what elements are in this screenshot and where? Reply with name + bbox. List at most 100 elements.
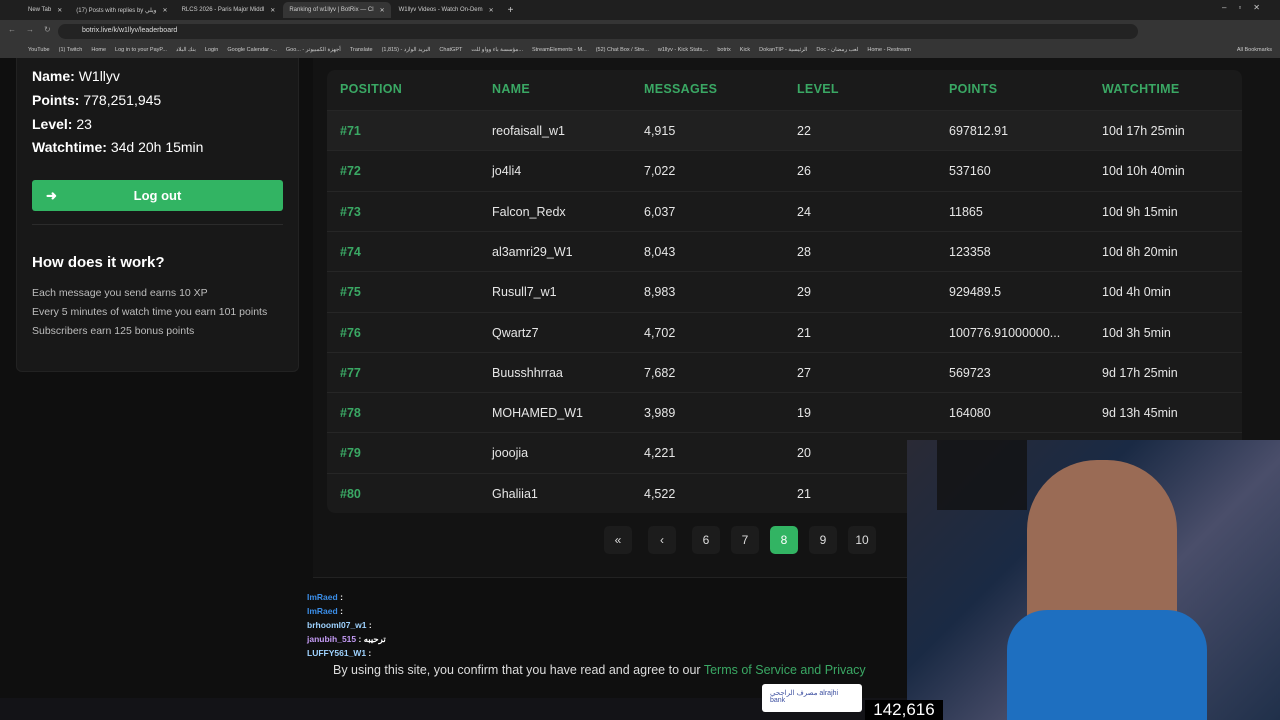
page-button-10[interactable]: 10: [848, 526, 876, 554]
bookmark[interactable]: w1llyv - Kick Stats,...: [657, 47, 709, 53]
bookmark[interactable]: Goo... - أجهزة الكمبيوتر: [285, 47, 341, 53]
bookmark[interactable]: Home - Restream: [867, 47, 911, 53]
tab-kick-videos[interactable]: W1llyv Videos - Watch On-Dem ✕: [393, 2, 500, 18]
cell-watchtime: 10d 4h 0min: [1102, 285, 1171, 300]
close-icon[interactable]: ✕: [270, 7, 276, 14]
logout-icon: ➜: [46, 187, 57, 203]
table-row[interactable]: #79 jooojia 4,221 20: [327, 432, 1242, 472]
bookmark[interactable]: بنك البلاد: [175, 47, 196, 53]
cell-messages: 8,043: [644, 244, 676, 259]
table-row[interactable]: #72 jo4li4 7,022 26 537160 10d 10h 40min: [327, 150, 1242, 190]
cell-watchtime: 10d 9h 15min: [1102, 204, 1178, 219]
column-header-level[interactable]: LEVEL: [797, 82, 839, 96]
profile-level: Level: 23: [32, 116, 92, 132]
window-controls[interactable]: –▫✕: [1222, 3, 1272, 12]
bookmark[interactable]: Kick: [739, 47, 751, 53]
bookmark[interactable]: Log in to your PayP...: [115, 47, 167, 53]
cell-position: #79: [340, 446, 361, 461]
cell-level: 19: [797, 406, 811, 421]
prev-page-button[interactable]: ‹: [648, 526, 676, 554]
page-button-6[interactable]: 6: [692, 526, 720, 554]
tab-title: New Tab: [28, 7, 52, 13]
bookmark[interactable]: Doc - لعب رمضان: [816, 47, 859, 53]
bookmark[interactable]: مؤسسة باء وواو للت...: [471, 47, 523, 53]
page-button-9[interactable]: 9: [809, 526, 837, 554]
profile-card: Name: W1llyv Points: 778,251,945 Level: …: [16, 58, 299, 372]
new-tab-button[interactable]: +: [507, 4, 514, 16]
tab-rlcs[interactable]: RLCS 2026 - Paris Major Middl ✕: [176, 2, 282, 18]
column-header-position[interactable]: POSITION: [340, 82, 403, 96]
tab-botrix-ranking[interactable]: Ranking of w1llyv | BotRix — Cl ✕: [283, 2, 391, 18]
column-header-messages[interactable]: MESSAGES: [644, 82, 718, 96]
bookmark[interactable]: botrix: [717, 47, 731, 53]
how-it-works-title: How does it work?: [32, 254, 165, 271]
bookmark[interactable]: (1) Twitch: [58, 47, 83, 53]
table-row[interactable]: #80 Ghaliia1 4,522 21: [327, 472, 1242, 513]
bookmark[interactable]: Translate: [349, 47, 373, 53]
bookmark[interactable]: Home: [91, 47, 107, 53]
bookmark[interactable]: DokanTIP - الرئيسية: [759, 47, 808, 53]
how-line: Every 5 minutes of watch time you earn 1…: [32, 306, 268, 318]
cell-level: 21: [797, 325, 811, 340]
close-icon[interactable]: ✕: [488, 7, 494, 14]
cell-watchtime: 10d 10h 40min: [1102, 164, 1185, 179]
chat-user: brhooml07_w1: [307, 620, 367, 630]
bookmark[interactable]: StreamElements - M...: [531, 47, 587, 53]
chat-user: ImRaed: [307, 592, 338, 602]
cell-watchtime: 9d 17h 25min: [1102, 365, 1178, 380]
cell-position: #76: [340, 325, 361, 340]
stream-chat-overlay: ImRaed : ImRaed : brhooml07_w1 : janubih…: [305, 590, 470, 662]
nav-buttons[interactable]: ←→↻: [8, 25, 61, 34]
tab-x-posts[interactable]: (17) Posts with replies by ويلي ✕: [70, 2, 173, 18]
cell-level: 20: [797, 446, 811, 461]
first-page-button[interactable]: «: [604, 526, 632, 554]
table-row[interactable]: #76 Qwartz7 4,702 21 100776.91000000... 10d 3…: [327, 311, 1242, 352]
table-row[interactable]: #74 al3amri29_W1 8,043 28 123358 10d 8h 20min: [327, 230, 1242, 271]
bookmark[interactable]: YouTube: [28, 47, 50, 53]
cell-points: 164080: [949, 406, 991, 421]
close-icon[interactable]: ✕: [57, 7, 63, 14]
column-header-watchtime[interactable]: WATCHTIME: [1102, 82, 1180, 96]
cell-messages: 4,915: [644, 124, 676, 138]
bookmark-folder[interactable]: All Bookmarks: [1236, 47, 1272, 53]
bookmarks-bar: YouTube (1) Twitch Home Log in to your PayP…: [0, 42, 1280, 58]
close-icon[interactable]: ✕: [379, 7, 385, 14]
taskbar: [0, 698, 907, 720]
table-row[interactable]: #71 reofaisall_w1 4,915 22 697812.91 10d 17h …: [327, 110, 1242, 150]
table-row[interactable]: #77 Buusshhrraa 7,682 27 569723 9d 17h 25min: [327, 351, 1242, 392]
cell-position: #80: [340, 486, 361, 501]
tab-title: Ranking of w1llyv | BotRix — Cl: [289, 7, 374, 13]
table-row[interactable]: #73 Falcon_Redx 6,037 24 11865 10d 9h 15min: [327, 190, 1242, 231]
bookmark[interactable]: (52) Chat Box / Stre...: [595, 47, 649, 53]
table-row[interactable]: #78 MOHAMED_W1 3,989 19 164080 9d 13h 45min: [327, 392, 1242, 432]
bookmark[interactable]: ChatGPT: [439, 47, 463, 53]
profile-name: Name: W1llyv: [32, 68, 120, 84]
cell-name: Ghaliia1: [492, 486, 538, 501]
tab-new-tab[interactable]: New Tab ✕: [22, 2, 68, 18]
bookmark[interactable]: Google Calendar -...: [227, 47, 277, 53]
cell-name: Rusull7_w1: [492, 285, 557, 300]
column-header-name[interactable]: NAME: [492, 82, 531, 96]
bookmark[interactable]: (1,815) - البريد الوارد: [381, 47, 431, 53]
cell-position: #72: [340, 164, 361, 179]
cell-points: 537160: [949, 164, 991, 179]
cell-level: 21: [797, 486, 811, 501]
cell-watchtime: 10d 17h 25min: [1102, 124, 1185, 138]
cell-level: 26: [797, 164, 811, 179]
logout-button[interactable]: ➜ Log out: [32, 180, 283, 211]
cell-position: #75: [340, 285, 361, 300]
flag-decoration: [937, 440, 1027, 510]
terms-link[interactable]: Terms of Service and Privacy: [703, 663, 866, 677]
chat-user: ImRaed: [307, 606, 338, 616]
cookie-consent: By using this site, you confirm that you…: [333, 663, 866, 677]
cell-level: 29: [797, 285, 811, 300]
sponsor-logo: مصرف الراجحي alrajhi bank: [762, 684, 862, 712]
page-button-8[interactable]: 8: [770, 526, 798, 554]
page-button-7[interactable]: 7: [731, 526, 759, 554]
chat-message: : ترحيبه: [358, 634, 386, 644]
table-row[interactable]: #75 Rusull7_w1 8,983 29 929489.5 10d 4h 0min: [327, 271, 1242, 311]
column-header-points[interactable]: POINTS: [949, 82, 998, 96]
close-icon[interactable]: ✕: [162, 7, 168, 14]
bookmark[interactable]: Login: [204, 47, 219, 53]
url-input[interactable]: botrix.live/k/w1llyv/leaderboard: [58, 24, 1138, 39]
